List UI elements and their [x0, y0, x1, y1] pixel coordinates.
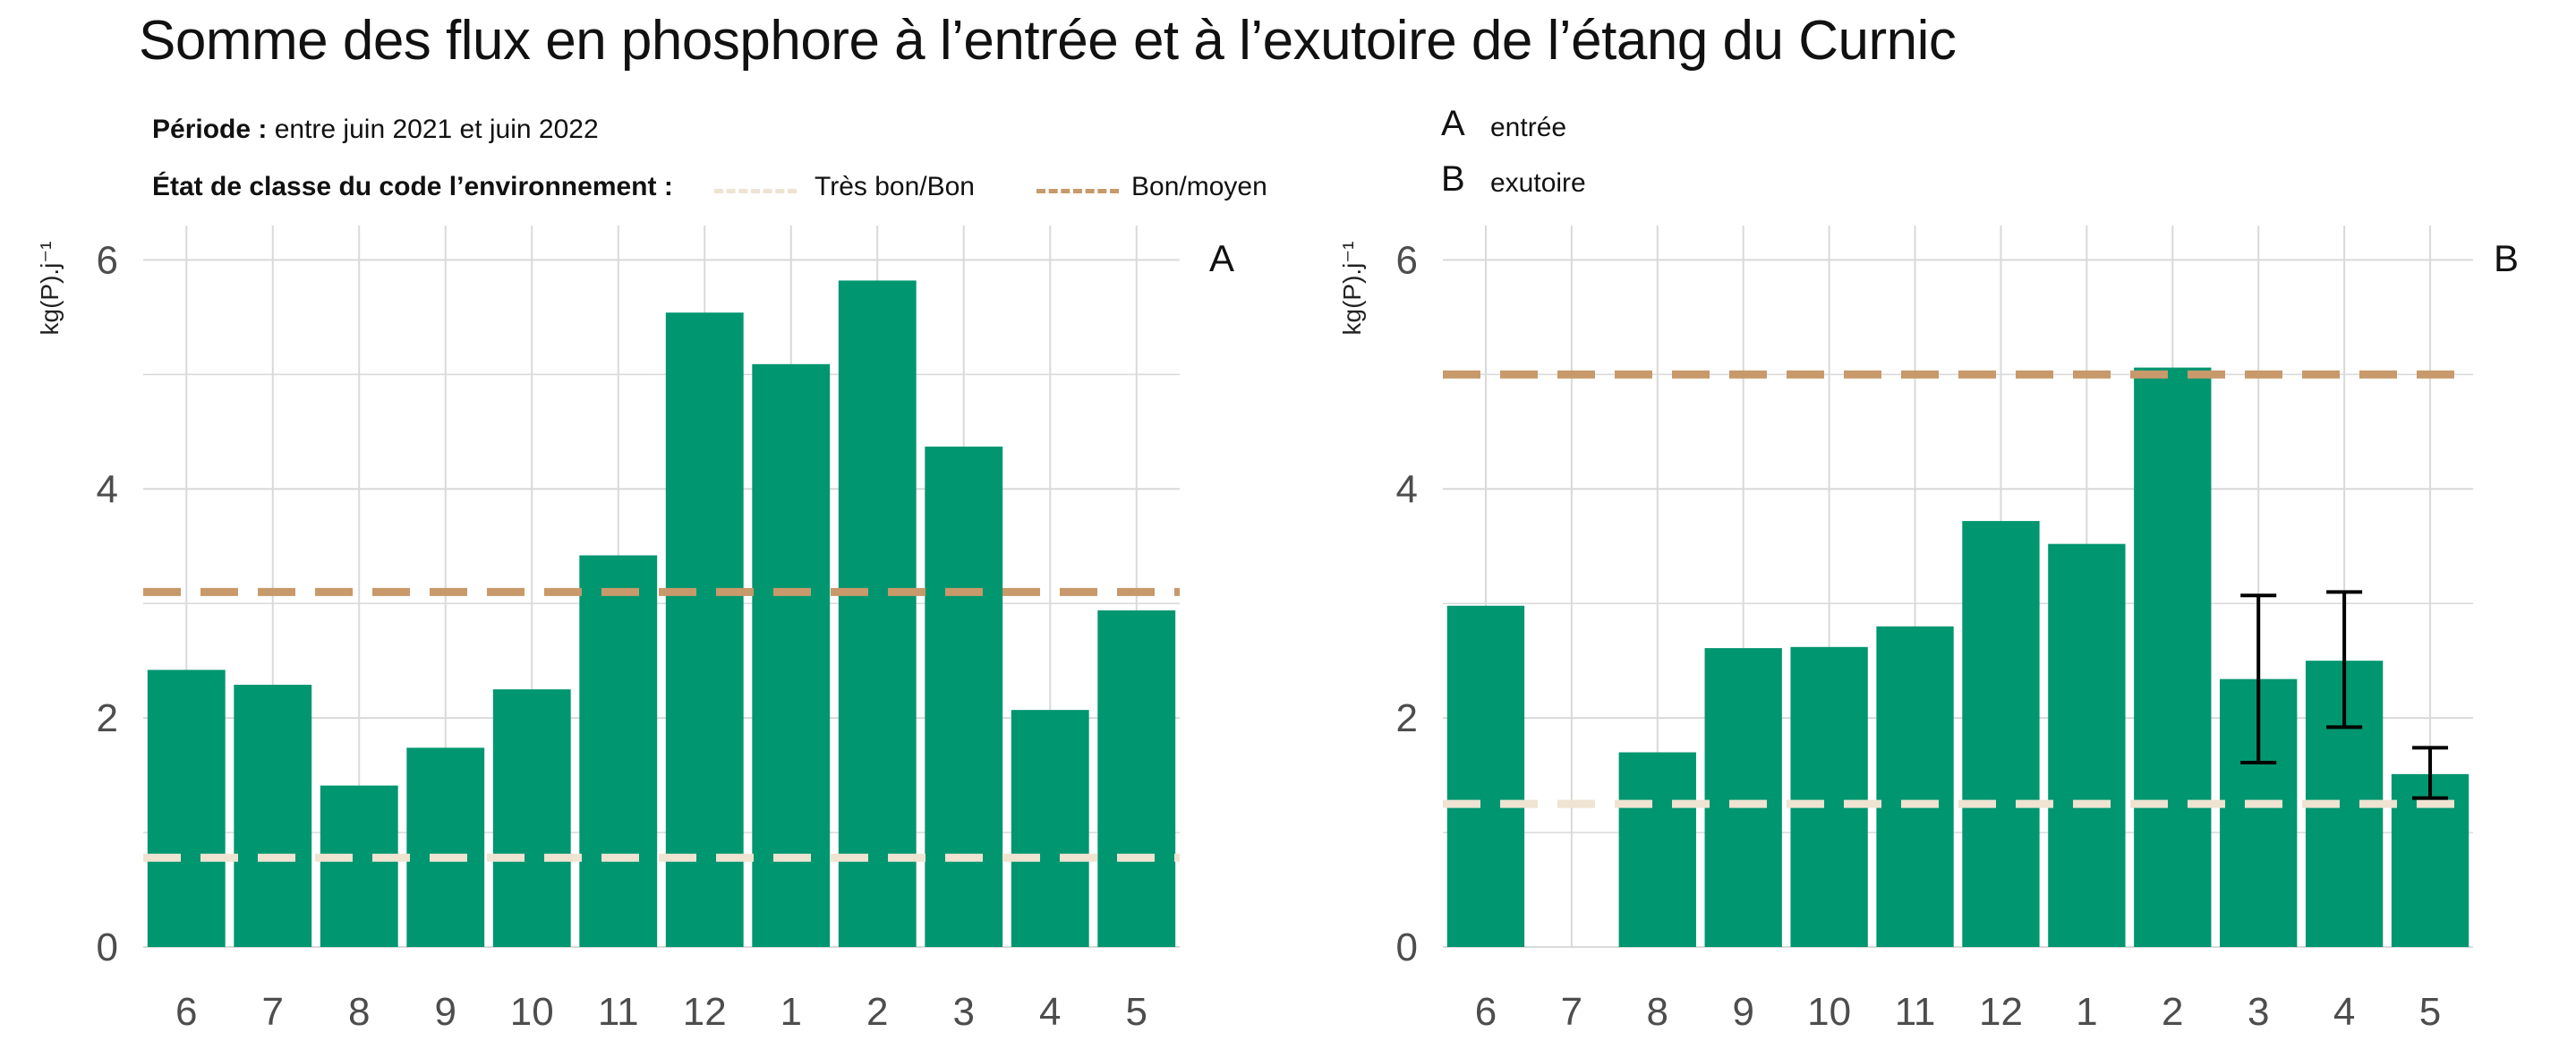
panel-b-bar-6	[1446, 605, 1525, 947]
panel-a-xtick-label: 10	[510, 990, 554, 1034]
panel-b-xtick-label: 11	[1895, 990, 1936, 1034]
panel-a-ytick-label: 0	[97, 926, 118, 969]
periode-value: entre juin 2021 et juin 2022	[274, 115, 599, 144]
panel-a-ytick-label: 4	[97, 467, 118, 511]
legend-swatch-tres-bon-bon	[714, 189, 797, 193]
panel-a-tag: A	[1209, 237, 1234, 279]
panel-b-xtick-label: 12	[1979, 990, 2023, 1034]
panel-a-xtick-label: 5	[1126, 990, 1147, 1034]
panel-a-bar-11	[579, 555, 658, 947]
key-desc-b: exutoire	[1490, 168, 1586, 198]
periode-line: Période : entre juin 2021 et juin 2022	[152, 115, 599, 145]
chart-title: Somme des flux en phosphore à l’entrée e…	[139, 10, 1957, 72]
panel-b-ytick-label: 2	[1396, 696, 1418, 740]
panel-b-xtick-label: 4	[2333, 990, 2355, 1034]
legend-swatch-bon-moyen	[1036, 189, 1119, 193]
panel-a-xtick-label: 4	[1039, 990, 1061, 1034]
panel-b-ytick-label: 0	[1396, 926, 1418, 969]
panel-a-xtick-label: 3	[953, 990, 975, 1034]
panel-a-xtick-label: 12	[683, 990, 727, 1034]
panel-a-bar-10	[492, 689, 571, 947]
panel-b-bar-10	[1790, 646, 1868, 947]
key-letter-a: A	[1441, 104, 1465, 143]
panel-b-errorbar-3	[2240, 593, 2277, 765]
legend-label-tres-bon-bon: Très bon/Bon	[815, 172, 975, 201]
legend-label-bon-moyen: Bon/moyen	[1131, 172, 1267, 201]
panel-b-bar-2	[2134, 367, 2212, 948]
panel-a-xtick-label: 8	[348, 990, 370, 1034]
panel-a-ylabel: kg(P).j⁻¹	[36, 242, 64, 336]
panel-a-bar-5	[1097, 610, 1176, 947]
panel-b-ytick-label: 4	[1396, 467, 1418, 511]
panel-b-xtick-label: 2	[2162, 990, 2183, 1034]
panel-b-xtick-label: 7	[1561, 990, 1582, 1034]
panel-b-ytick-label: 6	[1396, 238, 1418, 282]
panel-a-ytick-label: 6	[97, 238, 118, 282]
key-desc-a: entrée	[1490, 113, 1567, 142]
panel-a-bar-6	[147, 670, 226, 947]
panel-a-xtick-label: 11	[598, 990, 639, 1034]
panel-b-xtick-label: 5	[2419, 990, 2441, 1034]
panel-b-bar-12	[1962, 521, 2040, 947]
panel-a-bar-3	[925, 446, 1003, 947]
panel-a-bar-2	[838, 280, 917, 947]
panel-b-errorbar-4	[2326, 590, 2363, 730]
panel-b-xtick-label: 8	[1647, 990, 1668, 1034]
panel-a-xtick-label: 6	[175, 990, 197, 1034]
panel-a-bar-1	[752, 363, 831, 947]
key-letter-b: B	[1441, 159, 1465, 199]
panel-a-bar-9	[406, 747, 485, 947]
panel-b-errorbar-5	[2412, 746, 2449, 800]
panel-b-ylabel: kg(P).j⁻¹	[1338, 242, 1366, 336]
panel-b-bar-8	[1618, 752, 1696, 947]
panel-b-bar-9	[1704, 648, 1782, 947]
panel-b-xtick-label: 3	[2248, 990, 2269, 1034]
etat-label: État de classe du code l’environnement :	[152, 172, 673, 201]
panel-a-xtick-label: 2	[866, 990, 888, 1034]
panel-b-tag: B	[2494, 237, 2519, 279]
panel-b-bar-11	[1876, 626, 1954, 947]
panel-a-bar-7	[234, 685, 312, 947]
panel-a-xtick-label: 9	[435, 990, 456, 1034]
panel-b-xtick-label: 6	[1475, 990, 1497, 1034]
periode-label: Période :	[152, 115, 268, 144]
panel-b-bar-1	[2048, 543, 2126, 947]
panel-b-xtick-label: 10	[1807, 990, 1851, 1034]
panel-a-bar-12	[665, 312, 744, 947]
panel-a-ytick-label: 2	[97, 696, 118, 740]
panel-a-bar-8	[320, 785, 398, 947]
panel-b-xtick-label: 9	[1732, 990, 1753, 1034]
panel-b-xtick-label: 1	[2076, 990, 2097, 1034]
panel-a-xtick-label: 1	[780, 990, 802, 1034]
panel-a-bar-4	[1011, 710, 1089, 947]
panel-a-xtick-label: 7	[262, 990, 284, 1034]
